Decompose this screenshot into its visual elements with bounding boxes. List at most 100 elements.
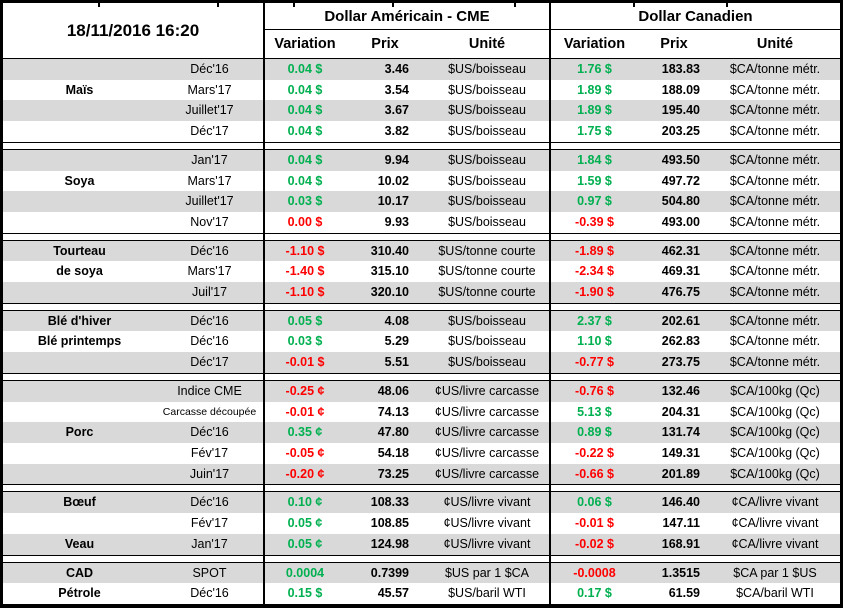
cell-contract-month: Juil'17 <box>156 282 265 303</box>
cell-ca-unit: $CA/tonne métr. <box>729 82 821 97</box>
commodity-label: Blé d'hiver <box>47 313 112 328</box>
cell-contract-month: Déc'16 <box>156 583 265 604</box>
commodity-label <box>3 100 156 121</box>
cell-us-price: 47.80 <box>377 425 409 440</box>
table-row: Blé printemps Déc'16 0.03 $ 5.29 $US/boissea… <box>3 331 840 353</box>
cell-ca-variation: -0.77 $ <box>575 355 614 370</box>
cell-us-price: 320.10 <box>370 285 409 300</box>
cell-us-unit: $US/boisseau <box>425 59 551 80</box>
cell-us-unit: $US/boisseau <box>425 149 551 171</box>
cell-contract-month: Déc'16 <box>156 331 265 353</box>
cell-ca-price: 146.40 <box>661 495 700 510</box>
commodity-label <box>3 191 156 212</box>
table-row: Pétrole Déc'16 0.15 $ 45.57 $US/baril WTI 0.1… <box>3 583 840 604</box>
cell-us-unit: $US/baril WTI <box>425 583 551 604</box>
cell-us-unit: ¢US/livre carcasse <box>425 422 551 443</box>
cell-us-price: 5.51 <box>384 355 409 370</box>
cell-ca-variation: -0.39 $ <box>575 214 614 229</box>
table-row: Déc'17 0.04 $ 3.82 $US/boisseau 1.75 $ 203.25… <box>3 121 840 142</box>
cell-us-variation: 0.04 $ <box>287 152 323 167</box>
group-separator <box>3 142 840 149</box>
commodity-label <box>3 282 156 303</box>
ca-prix-column-header: Prix <box>660 36 688 52</box>
cell-us-unit: ¢US/livre carcasse <box>425 443 551 464</box>
cell-us-price: 73.25 <box>377 466 409 481</box>
cell-us-price: 9.93 <box>384 214 409 229</box>
cell-ca-price: 168.91 <box>661 536 700 551</box>
cell-ca-price: 462.31 <box>661 243 700 258</box>
commodity-group: CAD SPOT 0.0004 0.7399 $US par 1 $CA -0.0008 1… <box>3 561 840 605</box>
cell-ca-variation: -1.90 $ <box>575 285 614 300</box>
cell-ca-unit: $CA/100kg (Qc) <box>730 383 820 398</box>
cell-us-unit: $US/boisseau <box>425 191 551 212</box>
cell-contract-month: Indice CME <box>156 380 265 402</box>
table-row: de soya Mars'17 -1.40 $ 315.10 $US/tonne cou… <box>3 261 840 283</box>
cell-ca-variation: 0.17 $ <box>577 586 612 601</box>
cell-us-price: 5.29 <box>384 334 409 349</box>
cell-ca-variation: 1.75 $ <box>577 124 612 139</box>
cell-ca-variation: -0.76 $ <box>575 383 614 398</box>
cell-ca-variation: -2.34 $ <box>575 264 614 279</box>
commodity-group: Jan'17 0.04 $ 9.94 $US/boisseau 1.84 $ 493.50… <box>3 148 840 234</box>
table-row: Bœuf Déc'16 0.10 ¢ 108.33 ¢US/livre vivant 0.… <box>3 492 840 514</box>
cell-contract-month: Juillet'17 <box>156 100 265 122</box>
cell-us-variation: 0.04 $ <box>287 173 323 188</box>
cell-us-variation: 0.0004 <box>285 565 325 580</box>
cell-ca-price: 204.31 <box>661 404 700 419</box>
cell-us-price: 48.06 <box>377 383 409 398</box>
cell-ca-price: 504.80 <box>661 194 700 209</box>
commodity-label: Bœuf <box>63 495 96 510</box>
cell-ca-unit: $CA/tonne métr. <box>729 103 821 118</box>
group-separator <box>3 555 840 562</box>
cell-ca-unit: $CA/tonne métr. <box>729 313 821 328</box>
cell-ca-variation: 0.06 $ <box>577 495 612 510</box>
cell-us-price: 0.7399 <box>370 565 409 580</box>
cell-us-variation: 0.05 ¢ <box>287 536 323 551</box>
cell-us-unit: $US/boisseau <box>425 79 551 101</box>
table-row: Juil'17 -1.10 $ 320.10 $US/tonne courte -1.9… <box>3 282 840 303</box>
cell-us-variation: 0.00 $ <box>287 214 323 229</box>
cell-contract-month: Jan'17 <box>156 149 265 171</box>
cell-ca-unit: $CA/tonne métr. <box>729 243 821 258</box>
cell-contract-month: Déc'16 <box>156 422 265 443</box>
table-row: CAD SPOT 0.0004 0.7399 $US par 1 $CA -0.0008 1… <box>3 562 840 584</box>
table-header: 18/11/2016 16:20 Dollar Américain - CME … <box>3 3 840 58</box>
commodity-label: Blé printemps <box>37 334 122 349</box>
commodity-group: Tourteau Déc'16 -1.10 $ 310.40 $US/tonne cou… <box>3 239 840 304</box>
cell-ca-variation: 1.10 $ <box>577 334 612 349</box>
commodity-label: Veau <box>64 536 95 551</box>
commodity-label <box>3 464 156 485</box>
commodity-group: Indice CME -0.25 ¢ 48.06 ¢US/livre carcasse… <box>3 379 840 486</box>
cell-ca-variation: 1.89 $ <box>577 103 612 118</box>
cell-ca-price: 469.31 <box>661 264 700 279</box>
cell-ca-unit: $CA/tonne métr. <box>729 264 821 279</box>
table-row: Veau Jan'17 0.05 ¢ 124.98 ¢US/livre vivant -0… <box>3 533 840 555</box>
cell-ca-unit: $CA/tonne métr. <box>729 194 821 209</box>
cell-ca-price: 61.59 <box>668 586 700 601</box>
cell-contract-month: Mars'17 <box>156 79 265 101</box>
commodity-label <box>3 381 156 402</box>
commodity-label <box>3 212 156 233</box>
cell-contract-month: Nov'17 <box>156 211 265 233</box>
cell-ca-price: 149.31 <box>661 446 700 460</box>
cell-us-unit: ¢US/livre vivant <box>425 492 551 514</box>
cell-ca-price: 273.75 <box>661 355 700 370</box>
cell-contract-month: Déc'16 <box>156 59 265 80</box>
commodity-label: Porc <box>65 425 94 440</box>
cell-ca-unit: $CA/100kg (Qc) <box>730 404 820 419</box>
cell-us-price: 3.46 <box>384 62 409 76</box>
cell-ca-variation: 0.89 $ <box>577 425 612 440</box>
cell-us-unit: $US/boisseau <box>425 331 551 353</box>
cell-ca-price: 188.09 <box>661 82 700 97</box>
gridline-tick <box>392 3 394 7</box>
cell-ca-price: 201.89 <box>661 466 700 481</box>
cell-ca-variation: -0.22 $ <box>575 446 614 460</box>
cell-ca-variation: -1.89 $ <box>575 243 614 258</box>
cell-ca-unit: $CA/tonne métr. <box>729 285 821 300</box>
gridline-tick <box>98 3 100 7</box>
cell-us-variation: 0.04 $ <box>287 62 323 76</box>
cell-ca-variation: 0.97 $ <box>577 194 612 209</box>
group-separator <box>3 373 840 380</box>
commodity-group: Déc'16 0.04 $ 3.46 $US/boisseau 1.76 $ 183.83… <box>3 58 840 143</box>
